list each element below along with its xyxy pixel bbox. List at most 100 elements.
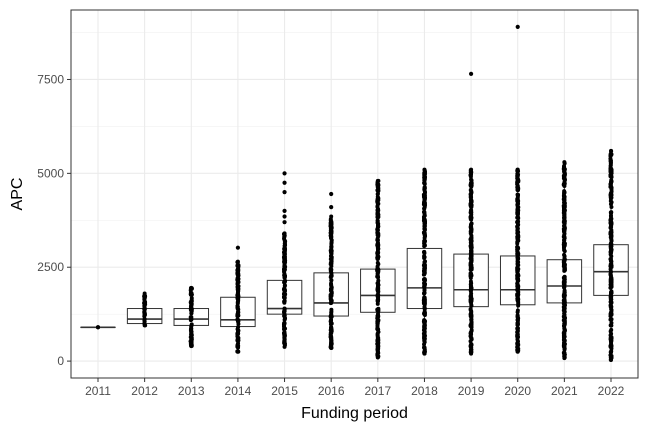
data-point: [608, 216, 613, 221]
x-axis: 2011 2012 2013 2014 2015 2016 2017 2018 2019 2020…: [85, 378, 625, 398]
data-point: [422, 313, 427, 318]
data-point: [515, 341, 520, 346]
data-point: [236, 285, 241, 290]
outlier-point: [282, 208, 287, 213]
data-point: [329, 300, 334, 305]
data-point: [515, 219, 520, 224]
data-point: [235, 343, 240, 348]
data-point: [515, 272, 520, 277]
data-point: [515, 322, 520, 327]
panel-background: [71, 10, 638, 378]
data-point: [562, 179, 567, 184]
data-point: [282, 317, 287, 322]
data-point: [468, 245, 473, 250]
data-point: [421, 250, 426, 255]
data-point: [422, 306, 427, 311]
y-tick-label: 2500: [37, 260, 64, 274]
box-2019: [453, 71, 489, 356]
data-point: [608, 184, 613, 189]
data-point: [561, 166, 566, 171]
data-point: [376, 286, 381, 291]
data-point: [421, 202, 426, 207]
data-point: [515, 206, 520, 211]
data-point: [375, 338, 380, 343]
data-point: [422, 271, 427, 276]
data-point: [515, 349, 520, 354]
data-point: [282, 344, 287, 349]
data-point: [376, 223, 381, 228]
data-point: [329, 214, 334, 219]
data-point: [609, 278, 614, 283]
data-point: [96, 325, 100, 330]
data-point: [189, 332, 194, 337]
data-point: [609, 275, 614, 280]
data-point: [515, 239, 520, 244]
data-point: [561, 293, 566, 298]
data-point: [562, 238, 567, 243]
data-point: [469, 172, 474, 177]
data-point: [422, 181, 427, 186]
box-2017: [360, 178, 396, 360]
data-point: [328, 275, 333, 280]
data-point: [515, 215, 520, 220]
data-point: [469, 302, 474, 307]
data-point: [609, 323, 614, 328]
data-point: [515, 225, 520, 230]
data-point: [329, 290, 334, 295]
data-point: [562, 183, 567, 188]
data-point: [422, 277, 427, 282]
data-point: [468, 262, 473, 267]
data-point: [516, 260, 521, 265]
outlier-point: [329, 205, 334, 210]
box-2012: [126, 291, 163, 328]
data-point: [608, 296, 613, 301]
data-point: [375, 253, 380, 258]
data-point: [468, 331, 473, 336]
x-tick-label: 2013: [178, 384, 205, 398]
data-point: [469, 204, 474, 209]
data-point: [282, 231, 287, 236]
data-point: [376, 188, 381, 193]
data-point: [235, 259, 240, 264]
data-point: [375, 211, 380, 216]
y-tick-label: 0: [57, 354, 64, 368]
data-point: [282, 338, 287, 343]
data-point: [375, 352, 380, 357]
data-point: [282, 325, 287, 330]
data-point: [375, 296, 380, 301]
box-2021: [546, 160, 583, 361]
data-point: [142, 312, 147, 317]
data-point: [328, 220, 333, 225]
data-point: [609, 148, 613, 153]
data-point: [375, 228, 380, 233]
data-point: [422, 266, 427, 271]
data-point: [516, 192, 521, 197]
data-point: [469, 336, 474, 341]
x-tick-label: 2016: [318, 384, 345, 398]
data-point: [469, 167, 474, 172]
data-point: [561, 215, 566, 220]
data-point: [235, 338, 240, 343]
data-point: [468, 208, 473, 213]
data-point: [608, 202, 613, 207]
data-point: [515, 313, 520, 318]
data-point: [189, 317, 194, 322]
data-point: [329, 261, 334, 266]
data-point: [236, 313, 241, 318]
data-point: [375, 331, 380, 336]
data-point: [562, 309, 567, 314]
data-point: [142, 317, 147, 322]
data-point: [562, 248, 567, 253]
data-point: [188, 327, 193, 332]
data-point: [468, 251, 473, 256]
data-point: [189, 305, 194, 310]
data-point: [422, 281, 427, 286]
data-point: [515, 298, 520, 303]
data-point: [515, 279, 520, 284]
data-point: [329, 267, 334, 272]
data-point: [329, 226, 334, 231]
outlier-point: [282, 180, 287, 185]
data-point: [608, 285, 613, 290]
data-point: [469, 181, 474, 186]
